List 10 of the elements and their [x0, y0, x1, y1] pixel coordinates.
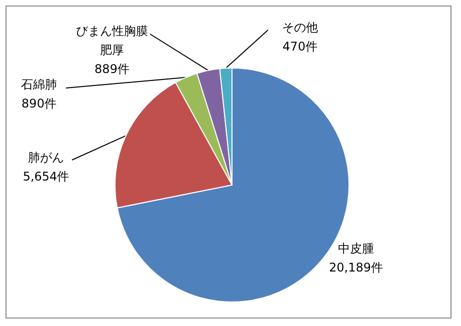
- data-label: 20,189件: [329, 260, 383, 274]
- slice-label: 肺がん: [28, 150, 64, 164]
- data-label: 5,654件: [22, 170, 70, 184]
- data-label: 890件: [22, 96, 56, 110]
- data-label: 470件: [282, 40, 318, 54]
- slice-label: びまん性胸膜肥厚: [76, 24, 148, 57]
- slice-label: 中皮腫: [338, 242, 374, 256]
- slice-label: その他: [282, 20, 318, 34]
- data-label: 889件: [94, 62, 130, 76]
- slice-label: 石綿肺: [21, 78, 57, 92]
